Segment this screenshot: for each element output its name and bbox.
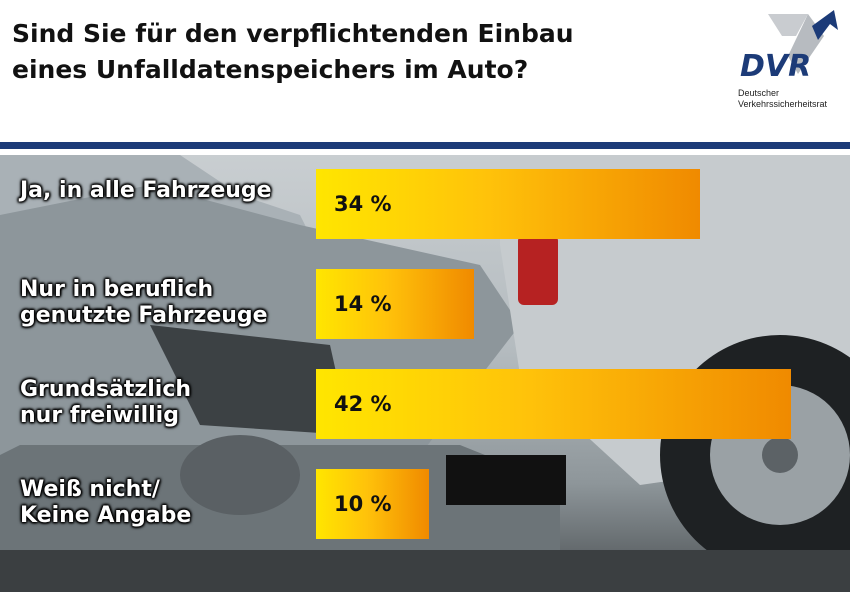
category-label-ja-line-1: Ja, in alle Fahrzeuge xyxy=(20,178,272,203)
dvr-logo: DVR xyxy=(738,6,846,118)
category-label-keine-angabe-line-2: Keine Angabe xyxy=(20,503,192,528)
logo-subtitle-line-1: Deutscher xyxy=(738,88,780,98)
chart-title: Sind Sie für den verpflichtenden Einbau … xyxy=(12,16,652,88)
value-label-freiwillig: 42 % xyxy=(334,392,392,416)
bar-freiwillig xyxy=(316,369,791,439)
value-label-ja: 34 % xyxy=(334,192,392,216)
category-label-beruflich: Nur in beruflich genutzte Fahrzeuge xyxy=(20,277,310,329)
bar-ja xyxy=(316,169,700,239)
category-label-beruflich-line-2: genutzte Fahrzeuge xyxy=(20,303,268,328)
value-label-beruflich: 14 % xyxy=(334,292,392,316)
title-line-1: Sind Sie für den verpflichtenden Einbau xyxy=(12,19,574,48)
dvr-logo-mark: DVR xyxy=(740,10,838,84)
category-label-freiwillig-line-1: Grundsätzlich xyxy=(20,377,192,402)
header-divider xyxy=(0,142,850,149)
category-label-freiwillig: Grundsätzlich nur freiwillig xyxy=(20,377,310,429)
value-label-keine-angabe: 10 % xyxy=(334,492,392,516)
category-label-ja: Ja, in alle Fahrzeuge xyxy=(20,178,310,204)
category-label-freiwillig-line-2: nur freiwillig xyxy=(20,403,179,428)
logo-text: DVR xyxy=(740,49,811,84)
bar-beruflich xyxy=(316,269,474,339)
title-line-2: eines Unfalldatenspeichers im Auto? xyxy=(12,55,529,84)
logo-subtitle: Deutscher Verkehrssicherheitsrat xyxy=(738,88,846,110)
bar-keine-angabe xyxy=(316,469,429,539)
logo-subtitle-line-2: Verkehrssicherheitsrat xyxy=(738,99,828,109)
category-label-beruflich-line-1: Nur in beruflich xyxy=(20,277,214,302)
category-label-keine-angabe: Weiß nicht/ Keine Angabe xyxy=(20,477,310,529)
category-label-keine-angabe-line-1: Weiß nicht/ xyxy=(20,477,160,502)
